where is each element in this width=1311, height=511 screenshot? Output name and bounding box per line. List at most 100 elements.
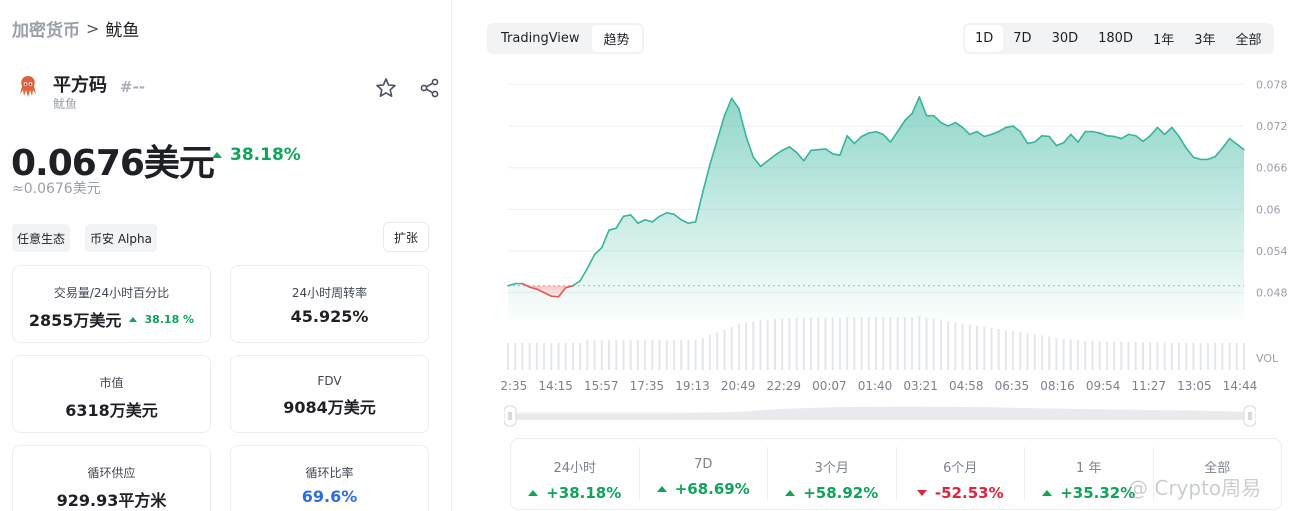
range-all[interactable]: 全部 <box>1235 33 1262 48</box>
volume-bar <box>939 319 942 370</box>
price-line-segment <box>795 151 805 162</box>
y-tick-label: 0.078 <box>1256 78 1288 91</box>
price-line-segment <box>536 288 545 294</box>
current-price: 0.0676美元 <box>11 143 215 184</box>
x-tick-label: 09:54 <box>1086 379 1121 393</box>
volume-bar <box>593 340 596 370</box>
price-line-segment <box>694 191 704 223</box>
expand-button[interactable]: 扩张 <box>383 222 429 252</box>
range-1y[interactable]: 1年 <box>1152 33 1175 48</box>
token-subtitle: 鱿鱼 <box>53 97 78 111</box>
price-line-segment <box>997 126 1007 133</box>
price-line-segment <box>860 132 870 138</box>
price-line-segment <box>586 253 596 270</box>
price-line-segment <box>1041 134 1050 138</box>
triangle-up-icon <box>528 490 539 496</box>
range-3y[interactable]: 3年 <box>1194 33 1216 48</box>
volume-bar <box>521 343 524 370</box>
volume-bar <box>766 319 769 370</box>
perf-1y[interactable]: 1 年 +35.32% <box>1025 447 1154 502</box>
range-1d[interactable]: 1D <box>965 25 1004 52</box>
price-line-segment <box>774 149 783 157</box>
stat-fdv: FDV 9084万美元 <box>230 355 429 433</box>
volume-bar <box>983 326 986 370</box>
volume-bar <box>557 343 560 370</box>
stat-circulating-supply: 循环供应 929.93平方米 <box>12 445 211 511</box>
tag-ecosystem[interactable]: 任意生态 <box>12 224 71 252</box>
price-line-segment <box>528 286 538 290</box>
volume-bar <box>795 318 798 370</box>
tab-tradingview[interactable]: TradingView <box>501 31 580 46</box>
price-line-segment <box>579 267 589 282</box>
range-30d[interactable]: 30D <box>1051 31 1079 46</box>
price-line-segment <box>680 218 690 225</box>
volume-bar <box>1206 343 1209 370</box>
scroller-right-handle[interactable] <box>1243 405 1256 427</box>
perf-value-text: +38.18% <box>546 484 622 502</box>
perf-all[interactable]: 全部 <box>1154 447 1282 501</box>
volume-bar <box>875 317 877 370</box>
volume-bar <box>730 326 733 370</box>
time-range-selector: 1D 7D 30D 180D 1年 3年 全部 <box>963 23 1274 54</box>
x-tick-label: 14:15 <box>538 379 573 393</box>
volume-bar <box>976 325 979 370</box>
perf-value: +68.69% <box>640 480 768 498</box>
range-180d[interactable]: 180D <box>1098 31 1133 46</box>
price-line-segment <box>608 227 618 231</box>
stat-label: 交易量/24小时百分比 <box>53 286 170 300</box>
volume-bar <box>636 340 639 370</box>
perf-value-text: +58.92% <box>803 484 879 502</box>
star-icon[interactable] <box>374 76 398 100</box>
price-line-segment <box>810 148 820 152</box>
price-line-segment <box>593 246 603 256</box>
price-approx: ≈0.0676美元 <box>12 181 101 197</box>
price-line-segment <box>1171 126 1180 138</box>
perf-7d[interactable]: 7D +68.69% <box>640 447 768 501</box>
scroller-left-handle[interactable] <box>504 405 517 427</box>
price-line-segment <box>1113 135 1123 140</box>
price-chart-svg[interactable]: 0.078 0.072 0.066 0.06 0.054 0.048 VOL 12:35 14:… <box>500 64 1300 400</box>
volume-bar <box>644 340 647 370</box>
price-line-segment <box>1005 125 1014 129</box>
breadcrumb-parent-link[interactable]: 加密货币 <box>12 20 80 41</box>
tab-trend[interactable]: 趋势 <box>591 25 642 52</box>
price-line-segment <box>651 215 661 223</box>
tag-binance-alpha[interactable]: 币安 Alpha <box>85 224 157 252</box>
perf-24h[interactable]: 24小时 +38.18% <box>511 447 640 502</box>
price-line-segment <box>882 133 892 143</box>
volume-bar <box>1077 340 1080 370</box>
performance-summary: 24小时 +38.18% 7D +68.69% 3个月 +58.92% 6个月 … <box>510 438 1282 510</box>
price-line-segment <box>932 114 942 124</box>
volume-bar <box>1178 343 1181 370</box>
share-icon[interactable] <box>418 76 442 100</box>
volume-bar <box>781 318 784 370</box>
volume-bar <box>925 317 928 370</box>
chart-range-scroller[interactable] <box>504 402 1256 428</box>
price-chart[interactable]: 0.078 0.072 0.066 0.06 0.054 0.048 VOL 12:35 14:… <box>500 64 1300 400</box>
volume-bar <box>694 340 697 370</box>
token-rank: #-- <box>120 78 146 96</box>
volume-bar <box>1185 343 1188 370</box>
breadcrumb: 加密货币 > 鱿鱼 <box>12 16 139 41</box>
range-7d[interactable]: 7D <box>1013 31 1032 46</box>
volume-bar <box>579 343 582 370</box>
price-line-segment <box>1134 134 1144 143</box>
perf-3m[interactable]: 3个月 +58.92% <box>768 447 897 502</box>
volume-bar <box>672 340 675 370</box>
volume-bar <box>1004 330 1007 370</box>
price-line-segment <box>766 154 776 162</box>
price-line-segment <box>1228 137 1238 145</box>
perf-value-text: -52.53% <box>934 484 1004 502</box>
x-tick-label: 17:35 <box>630 379 665 393</box>
price-line-segment <box>1235 143 1245 151</box>
volume-bar <box>1062 338 1065 370</box>
price-line-segment <box>781 146 791 152</box>
volume-bar <box>867 317 870 370</box>
x-tick-label: 06:35 <box>995 379 1030 393</box>
triangle-up-icon <box>656 486 667 492</box>
x-tick-label: 01:40 <box>858 379 893 393</box>
volume-bar <box>680 340 683 370</box>
perf-6m[interactable]: 6个月 -52.53% <box>897 447 1025 502</box>
price-line-segment <box>1156 126 1166 136</box>
price-line-segment <box>990 130 1000 136</box>
